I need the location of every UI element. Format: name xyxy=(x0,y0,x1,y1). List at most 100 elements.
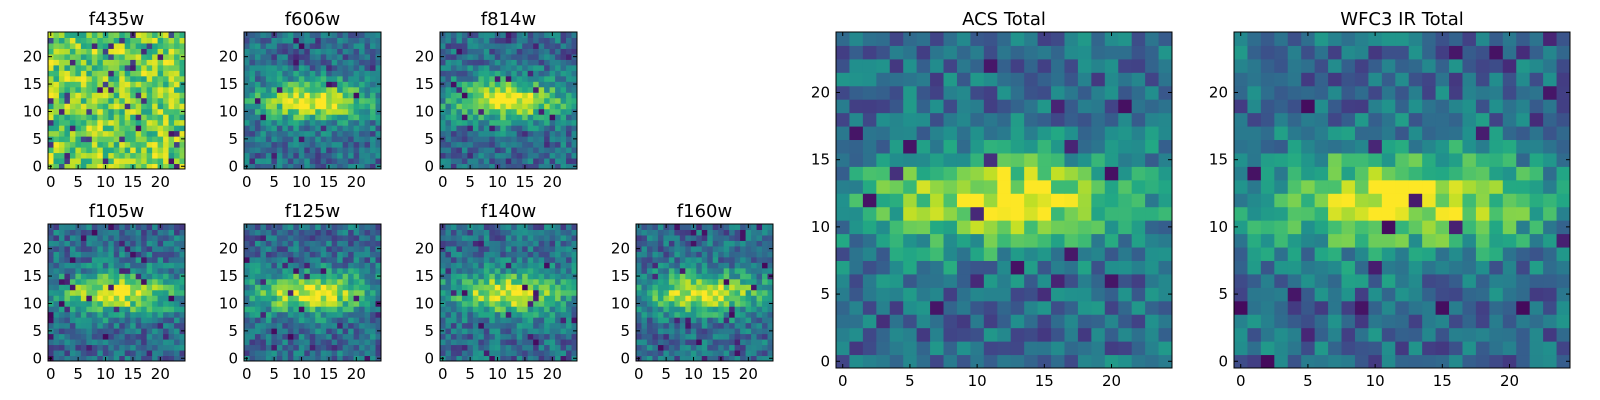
heatmap-cell xyxy=(745,328,752,335)
heatmap-cell xyxy=(364,289,371,296)
heatmap-cell xyxy=(712,344,719,351)
heatmap-cell xyxy=(370,152,377,159)
heatmap-cell xyxy=(342,81,349,88)
heatmap-cell xyxy=(168,32,175,38)
heatmap-cell xyxy=(483,42,490,49)
heatmap-cell xyxy=(685,224,692,230)
heatmap-cell xyxy=(636,240,642,247)
heatmap-cell xyxy=(663,344,670,351)
heatmap-cell xyxy=(249,92,256,99)
heatmap-cell xyxy=(983,166,998,181)
heatmap-cell xyxy=(668,267,675,274)
heatmap-cell xyxy=(163,125,170,132)
heatmap-cell xyxy=(141,262,148,269)
heatmap-cell xyxy=(849,179,864,194)
heatmap-cell xyxy=(533,311,540,318)
heatmap-cell xyxy=(337,86,344,93)
heatmap-cell xyxy=(549,48,556,55)
heatmap-cell xyxy=(337,163,344,170)
heatmap-cell xyxy=(571,114,578,121)
heatmap-cell xyxy=(113,295,120,302)
heatmap-cell xyxy=(326,147,333,154)
heatmap-cell xyxy=(80,278,87,285)
heatmap-cell xyxy=(718,333,725,340)
heatmap-cell xyxy=(298,240,305,247)
heatmap-cell xyxy=(249,37,256,44)
heatmap-cell xyxy=(450,119,457,126)
heatmap-cell xyxy=(489,81,496,88)
heatmap-cell xyxy=(254,64,261,71)
heatmap-cell xyxy=(483,278,490,285)
heatmap-cell xyxy=(179,48,186,55)
x-tick-label: 5 xyxy=(465,365,475,383)
heatmap-cell xyxy=(718,344,725,351)
heatmap-cell xyxy=(113,92,120,99)
heatmap-cell xyxy=(997,354,1012,369)
heatmap-cell xyxy=(707,306,714,313)
y-tick-label: 0 xyxy=(228,349,238,367)
heatmap-cell xyxy=(450,130,457,137)
heatmap-cell xyxy=(663,311,670,318)
heatmap-cell xyxy=(337,53,344,60)
heatmap-cell xyxy=(293,240,300,247)
x-tick-label: 5 xyxy=(269,173,279,191)
heatmap-cell xyxy=(668,333,675,340)
heatmap-cell xyxy=(97,92,104,99)
heatmap-cell xyxy=(146,32,153,38)
heatmap-cell xyxy=(265,147,272,154)
heatmap-cell xyxy=(983,260,998,275)
heatmap-cell xyxy=(1024,341,1039,356)
heatmap-cell xyxy=(505,147,512,154)
heatmap-cell xyxy=(265,136,272,143)
heatmap-cell xyxy=(571,284,578,291)
heatmap-cell xyxy=(685,317,692,324)
heatmap-cell xyxy=(337,289,344,296)
heatmap-cell xyxy=(483,130,490,137)
heatmap-cell xyxy=(141,355,148,362)
heatmap-cell xyxy=(483,97,490,104)
heatmap-cell xyxy=(113,42,120,49)
heatmap-cell xyxy=(141,108,148,115)
heatmap-cell xyxy=(505,64,512,71)
heatmap-cell xyxy=(113,267,120,274)
heatmap-cell xyxy=(657,333,664,340)
heatmap-cell xyxy=(450,136,457,143)
heatmap-cell xyxy=(163,64,170,71)
heatmap-cell xyxy=(538,42,545,49)
heatmap-cell xyxy=(141,251,148,258)
heatmap-cell xyxy=(734,306,741,313)
heatmap-cell xyxy=(533,86,540,93)
heatmap-cell xyxy=(478,163,485,170)
heatmap-cell xyxy=(663,300,670,307)
heatmap-cell xyxy=(326,344,333,351)
heatmap-cell xyxy=(282,125,289,132)
heatmap-cell xyxy=(450,97,457,104)
heatmap-cell xyxy=(80,344,87,351)
heatmap-cell xyxy=(696,245,703,252)
heatmap-cell xyxy=(119,103,126,110)
heatmap-cell xyxy=(135,251,142,258)
heatmap-cell xyxy=(375,103,382,110)
heatmap-cell xyxy=(494,289,501,296)
heatmap-cell xyxy=(538,306,545,313)
heatmap-cell xyxy=(751,350,758,357)
heatmap-cell xyxy=(97,251,104,258)
heatmap-cell xyxy=(97,344,104,351)
heatmap-cell xyxy=(265,306,272,313)
heatmap-cell xyxy=(254,267,261,274)
heatmap-cell xyxy=(58,245,65,252)
heatmap-cell xyxy=(342,245,349,252)
heatmap-cell xyxy=(157,300,164,307)
heatmap-cell xyxy=(163,295,170,302)
heatmap-cell xyxy=(445,97,452,104)
heatmap-cell xyxy=(450,108,457,115)
heatmap-cell xyxy=(141,70,148,77)
heatmap-cell xyxy=(555,355,562,362)
heatmap-cell xyxy=(271,317,278,324)
heatmap-cell xyxy=(527,322,534,329)
heatmap-cell xyxy=(657,234,664,241)
heatmap-cell xyxy=(157,92,164,99)
heatmap-cell xyxy=(348,75,355,82)
heatmap-cell xyxy=(342,108,349,115)
heatmap-cell xyxy=(298,42,305,49)
